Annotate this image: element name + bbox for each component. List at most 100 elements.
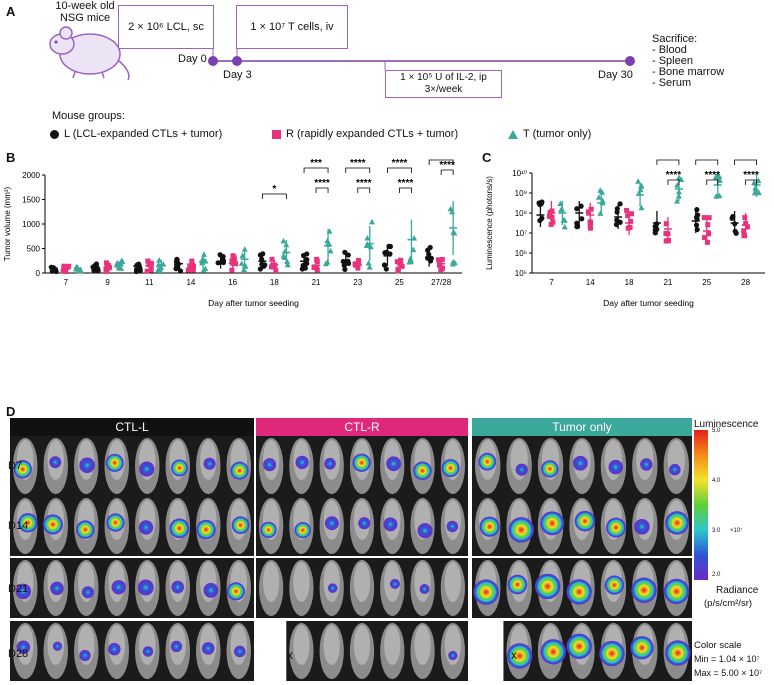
data-point-r xyxy=(356,261,362,267)
data-point-r xyxy=(61,263,67,269)
significance-label: **** xyxy=(439,160,455,171)
data-point-t xyxy=(364,234,371,241)
data-point-t xyxy=(751,179,758,185)
data-point-r xyxy=(546,213,552,219)
luminescence-signal xyxy=(171,580,185,594)
data-point-r xyxy=(706,231,712,237)
data-point-t xyxy=(560,217,567,223)
data-point-r xyxy=(588,206,594,212)
luminescence-signal xyxy=(230,461,249,480)
luminescence-signal xyxy=(231,516,250,535)
row-label-d21: D21 xyxy=(8,583,29,595)
mouse-highlight xyxy=(139,625,156,665)
data-point-r xyxy=(547,209,553,215)
header-tumor-only: Tumor only xyxy=(472,418,692,436)
legend-t: T (tumor only) xyxy=(508,128,591,140)
data-point-r xyxy=(399,263,405,269)
data-point-t xyxy=(676,174,683,181)
luminescence-signal xyxy=(105,453,124,472)
luminescence-signal xyxy=(42,514,63,535)
sacrifice-item: - Blood xyxy=(652,44,687,56)
y-tick-label: 10⁶ xyxy=(515,249,527,258)
significance-label: **** xyxy=(660,155,676,161)
data-point-t xyxy=(674,182,681,188)
data-point-t xyxy=(638,182,645,189)
y-tick-label: 10⁵ xyxy=(515,269,527,278)
panel-b-label: B xyxy=(6,150,16,165)
timeline xyxy=(208,45,635,70)
data-point-t xyxy=(367,243,374,250)
scale-min: Min = 1.04 × 10⁷ xyxy=(694,654,760,664)
data-point-r xyxy=(233,261,239,267)
mouse-highlight xyxy=(444,500,461,540)
luminescence-signal xyxy=(413,461,432,481)
luminescence-signal xyxy=(201,642,215,655)
y-axis-label: Luminescence (photons/s) xyxy=(485,176,494,270)
luminescence-signal xyxy=(76,520,95,539)
luminescence-signal xyxy=(16,640,31,654)
panel-d-label: D xyxy=(6,404,16,419)
data-point-l xyxy=(614,206,620,212)
data-point-t xyxy=(674,198,681,204)
data-point-t xyxy=(368,218,375,225)
data-point-t xyxy=(755,189,762,196)
data-point-r xyxy=(353,261,359,267)
data-point-t xyxy=(363,242,370,249)
data-point-l xyxy=(694,207,700,213)
luminescence-signal xyxy=(599,640,625,667)
data-point-t xyxy=(326,228,333,234)
luminescence-signal xyxy=(169,518,190,539)
data-point-r xyxy=(439,257,445,263)
data-point-l xyxy=(574,224,580,230)
data-point-l xyxy=(304,256,310,263)
data-point-t xyxy=(449,208,456,215)
luminescence-signal xyxy=(665,511,689,535)
significance-label: **** xyxy=(699,155,715,161)
luminescence-signal xyxy=(81,586,94,599)
data-point-t xyxy=(558,206,565,212)
data-point-l xyxy=(93,261,100,267)
data-point-l xyxy=(613,221,620,228)
data-point-t xyxy=(156,257,163,263)
legend-l-marker xyxy=(50,129,59,139)
mice-age: 10-week old xyxy=(55,0,115,12)
luminescence-signal xyxy=(49,456,62,469)
luminescence-signal xyxy=(18,513,38,533)
luminescence-signal xyxy=(203,457,216,470)
sacrifice-item: - Spleen xyxy=(652,55,693,67)
data-point-r xyxy=(625,213,631,219)
significance-label: **** xyxy=(350,158,366,169)
y-tick-label: 10⁹ xyxy=(515,189,527,198)
data-point-t xyxy=(595,194,602,200)
significance-label: **** xyxy=(392,158,408,169)
data-point-r xyxy=(191,263,197,269)
data-point-r xyxy=(437,262,443,268)
luminescence-signal xyxy=(540,511,565,536)
mouse-highlight xyxy=(293,625,310,665)
data-point-l xyxy=(95,266,101,272)
x-tick-label: 14 xyxy=(186,278,195,287)
data-point-r xyxy=(148,261,154,267)
data-point-t xyxy=(599,189,606,195)
missing-mouse-r: x xyxy=(287,648,293,662)
significance-label: *** xyxy=(310,158,322,169)
luminescence-signal xyxy=(508,517,534,543)
data-point-r xyxy=(269,256,275,262)
data-point-r xyxy=(229,260,235,266)
luminescence-signal xyxy=(142,646,154,657)
luminescence-signal xyxy=(608,459,623,475)
mouse-highlight xyxy=(414,625,431,665)
mouse-highlight xyxy=(414,562,431,602)
significance-label: **** xyxy=(433,155,449,161)
luminescence-signal xyxy=(138,520,154,535)
luminescence-signal xyxy=(606,517,626,538)
significance-label: **** xyxy=(314,178,330,189)
data-point-t xyxy=(635,178,642,184)
luminescence-signal xyxy=(389,578,400,589)
data-point-t xyxy=(324,237,331,244)
data-point-t xyxy=(716,173,723,179)
data-point-r xyxy=(741,233,747,239)
empty-slot xyxy=(472,621,504,681)
significance-bracket xyxy=(345,167,371,173)
data-point-t xyxy=(716,177,723,183)
